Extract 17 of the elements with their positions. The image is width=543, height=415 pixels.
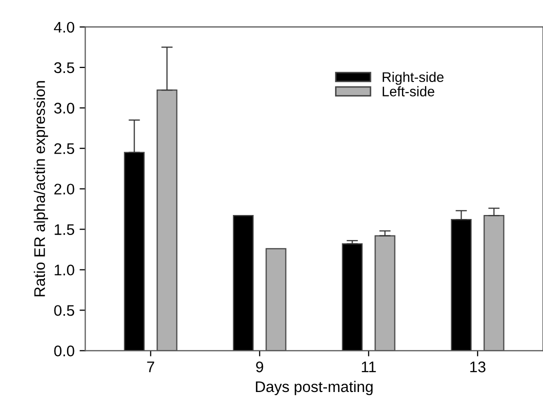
y-axis-title: Ratio ER alpha/actin expression [34, 81, 48, 296]
y-tick-label: 3.0 [54, 102, 74, 114]
x-tick-label: 11 [362, 362, 376, 372]
y-tick-label: 0.5 [54, 305, 74, 316]
y-tick-label: 2.5 [54, 143, 74, 154]
y-tick-label: 3.5 [54, 62, 74, 74]
legend-label: Left-side [382, 86, 434, 96]
x-tick-label: 7 [147, 362, 154, 372]
x-tick-label: 13 [470, 361, 486, 372]
y-tick-label: 2.0 [54, 184, 74, 195]
legend-label: Right-side [382, 72, 444, 85]
y-tick-label: 1.0 [54, 264, 74, 276]
y-tick-label: 1.5 [54, 224, 74, 235]
y-tick-label: 4.0 [54, 22, 74, 33]
x-axis-title: Days post-mating [256, 380, 373, 396]
x-tick-label: 9 [256, 361, 264, 372]
y-tick-label: 0.0 [54, 346, 74, 356]
